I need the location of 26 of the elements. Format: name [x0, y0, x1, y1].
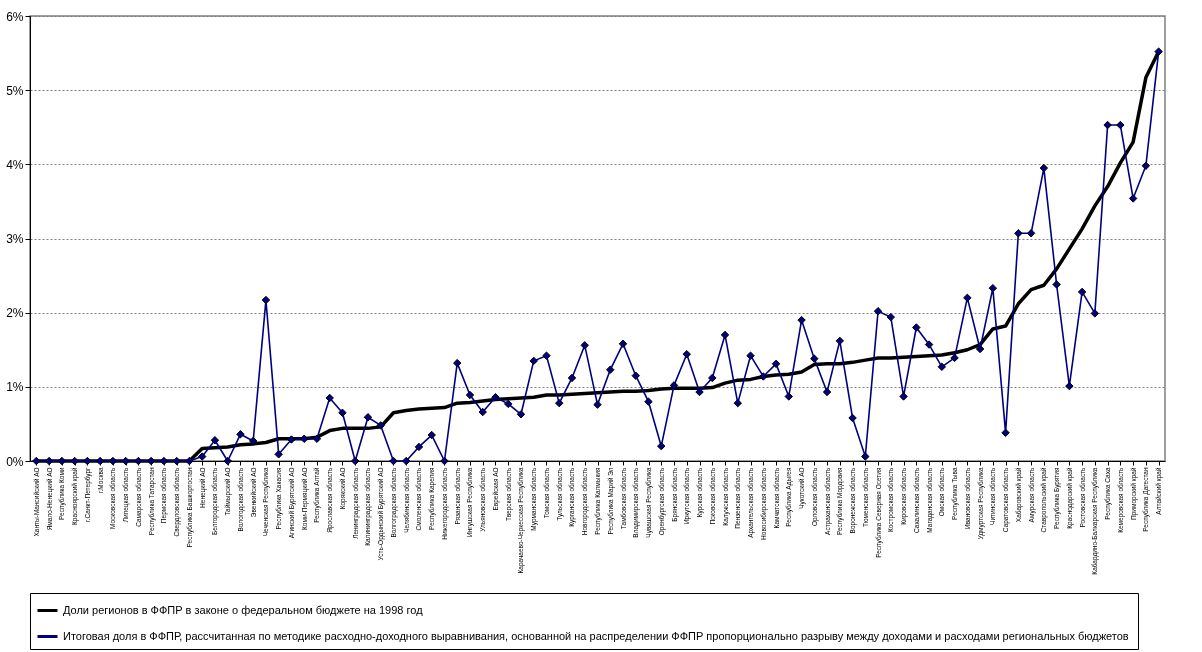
legend-label: Итоговая доля в ФФПР, рассчитанная по методике расходно-доходного выравнивания, основанной на распределении ФФПР пропорционально разрыву между доходами и расходами региональных бюджетов: [63, 629, 1129, 642]
point: [299, 434, 309, 443]
point: [1154, 47, 1163, 56]
y-tick-label: 3%: [6, 232, 24, 246]
point: [185, 456, 194, 466]
point: [32, 456, 41, 466]
point: [44, 456, 54, 466]
point: [759, 372, 768, 381]
point: [70, 456, 79, 466]
point: [95, 456, 105, 466]
point: [83, 456, 92, 466]
point: [159, 456, 169, 466]
point: [134, 456, 143, 466]
point: [57, 456, 67, 466]
y-tick-label: 5%: [6, 83, 24, 98]
y-tick-label: 2%: [6, 306, 24, 321]
point: [121, 456, 130, 466]
y-tick-label: 0%: [6, 454, 24, 469]
legend-label: Доли регионов в ФФПР в законе о федеральном бюджете на 1998 год: [63, 603, 424, 616]
y-tick-label: 1%: [6, 380, 24, 395]
y-tick-label: 6%: [6, 9, 24, 24]
point: [108, 456, 118, 466]
point: [172, 456, 181, 466]
point: [146, 456, 156, 466]
point: [287, 435, 296, 444]
y-tick-label: 4%: [6, 157, 24, 172]
